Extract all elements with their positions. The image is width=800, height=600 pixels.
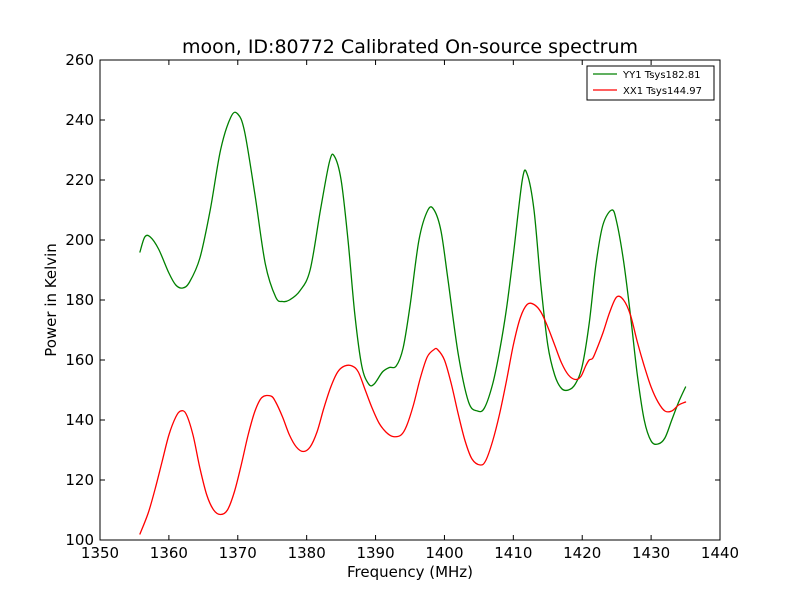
- series-line-xx1: [139, 295, 687, 535]
- legend-box: [586, 65, 715, 101]
- y-tick-label: 160: [65, 351, 94, 369]
- y-tick-label: 180: [65, 291, 94, 309]
- series-line-yy1: [139, 111, 687, 445]
- x-tick-label: 1440: [701, 544, 739, 562]
- x-tick-label: 1410: [494, 544, 532, 562]
- x-axis-title: Frequency (MHz): [347, 563, 473, 581]
- x-tick-label: 1400: [425, 544, 463, 562]
- y-tick-label: 240: [65, 111, 94, 129]
- y-tick-label: 260: [65, 51, 94, 69]
- y-tick-label: 220: [65, 171, 94, 189]
- x-tick-label: 1350: [81, 544, 119, 562]
- x-tick-label: 1420: [563, 544, 601, 562]
- chart-title: moon, ID:80772 Calibrated On-source spec…: [182, 36, 638, 58]
- y-tick-label: 140: [65, 411, 94, 429]
- x-tick-label: 1390: [356, 544, 394, 562]
- x-tick-label: 1370: [219, 544, 257, 562]
- x-tick-label: 1430: [632, 544, 670, 562]
- series-layer: [139, 111, 687, 535]
- x-tick-label: 1360: [150, 544, 188, 562]
- x-tick-label: 1380: [288, 544, 326, 562]
- legend-label-xx1: XX1 Tsys144.97: [623, 86, 702, 97]
- axis-ticks: 1350 1360 1370 1380 1390 1400 1410 1420 1430 1440…: [65, 51, 739, 562]
- legend: YY1 Tsys182.81 XX1 Tsys144.97: [586, 65, 715, 101]
- y-tick-label: 100: [65, 531, 94, 549]
- y-axis-title: Power in Kelvin: [42, 243, 60, 357]
- legend-label-yy1: YY1 Tsys182.81: [622, 70, 701, 81]
- y-tick-label: 200: [65, 231, 94, 249]
- y-tick-label: 120: [65, 471, 94, 489]
